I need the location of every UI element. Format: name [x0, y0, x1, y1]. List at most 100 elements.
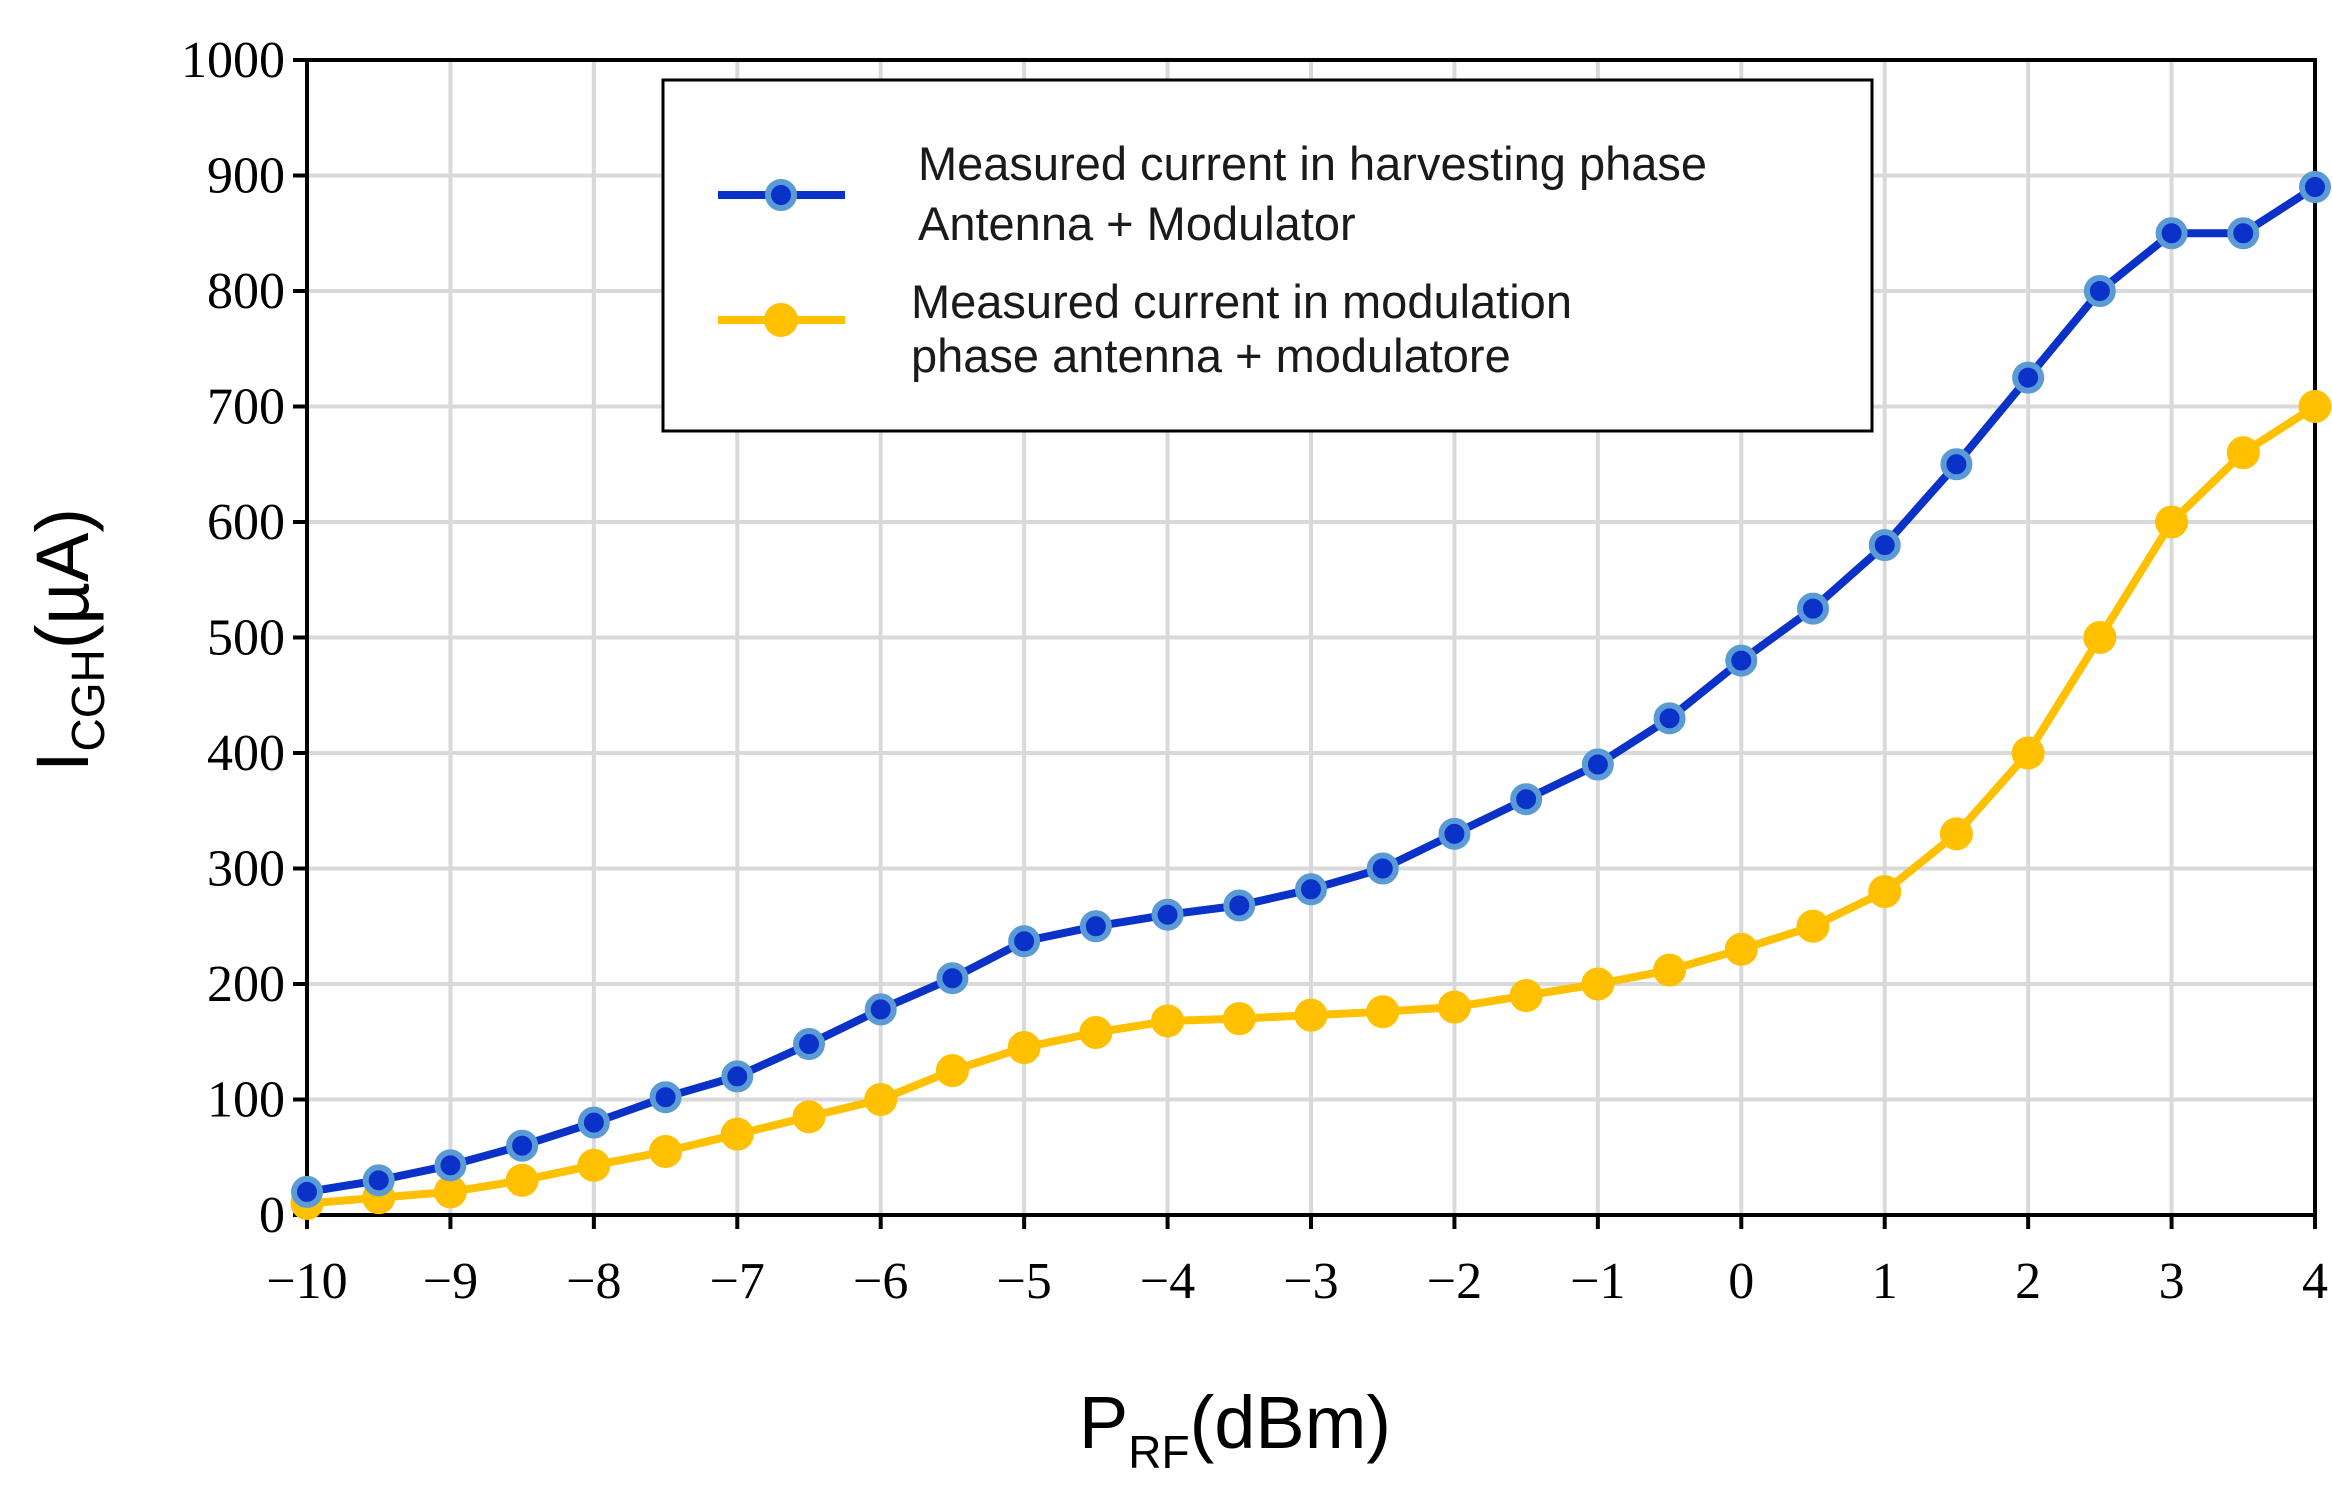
data-point-modulation — [1653, 953, 1687, 987]
data-point-harvesting — [793, 1028, 825, 1061]
x-axis-title-unit: (dBm) — [1190, 1381, 1391, 1464]
legend-label-modulation-line1: Measured current in modulation — [911, 275, 1572, 328]
legend-swatch-modulation-marker — [764, 303, 798, 337]
y-axis-title-main: I — [21, 751, 104, 772]
data-point-harvesting — [1438, 817, 1471, 850]
data-point-modulation — [935, 1054, 969, 1088]
data-point-modulation — [433, 1175, 467, 1209]
data-point-modulation — [2226, 436, 2260, 470]
x-tick-label: −8 — [566, 1253, 621, 1310]
data-point-harvesting — [1295, 873, 1327, 906]
data-point-harvesting — [577, 1106, 610, 1139]
data-point-modulation — [792, 1100, 826, 1134]
y-tick-label: 800 — [207, 263, 285, 320]
data-point-harvesting — [362, 1164, 395, 1197]
x-tick-label: −2 — [1427, 1253, 1482, 1310]
x-tick-label: −9 — [423, 1253, 478, 1310]
data-point-modulation — [1509, 979, 1543, 1013]
x-axis-title: PRF(dBm) — [1079, 1381, 1391, 1478]
y-tick-label: 100 — [207, 1072, 285, 1129]
x-tick-label: −7 — [710, 1253, 765, 1310]
legend: Measured current in harvesting phase Ant… — [661, 78, 1874, 433]
data-point-harvesting — [1725, 644, 1758, 677]
data-point-harvesting — [721, 1060, 754, 1093]
y-axis-ticks: 0 100 200 300 400 500 600 700 800 900 1000 — [181, 32, 307, 1244]
y-tick-label: 200 — [207, 956, 285, 1013]
data-point-modulation — [1151, 1004, 1185, 1038]
data-point-harvesting — [2083, 275, 2116, 307]
series-group — [290, 171, 2332, 1220]
data-point-harvesting — [1223, 889, 1256, 922]
legend-box — [661, 78, 1874, 433]
data-point-modulation — [2298, 390, 2332, 423]
legend-label-harvesting-line1: Measured current in harvesting phase — [918, 137, 1707, 190]
data-point-modulation — [1007, 1031, 1041, 1065]
x-tick-label: −1 — [1570, 1253, 1625, 1310]
y-axis-title-unit: (µA) — [21, 508, 104, 649]
x-tick-label: −4 — [1140, 1253, 1195, 1310]
data-point-harvesting — [1940, 448, 1973, 481]
data-point-modulation — [1868, 875, 1902, 909]
data-point-harvesting — [649, 1081, 682, 1114]
data-point-modulation — [1724, 932, 1758, 966]
x-tick-label: 0 — [1728, 1253, 1754, 1310]
x-tick-label: −6 — [853, 1253, 908, 1310]
legend-swatch-harvesting-marker — [765, 179, 797, 211]
data-point-modulation — [1366, 995, 1400, 1029]
data-point-harvesting — [1008, 925, 1041, 958]
data-point-harvesting — [1653, 702, 1686, 735]
y-tick-label: 0 — [259, 1187, 285, 1244]
series-harvesting — [291, 171, 2331, 1208]
y-tick-label: 500 — [207, 610, 285, 667]
legend-label-harvesting-line2: Antenna + Modulator — [918, 197, 1356, 250]
y-tick-label: 900 — [207, 148, 285, 205]
data-point-modulation — [2011, 736, 2045, 770]
data-point-modulation — [1939, 817, 1973, 851]
data-point-modulation — [505, 1163, 539, 1197]
data-point-modulation — [864, 1083, 898, 1116]
data-point-harvesting — [936, 962, 969, 995]
data-point-harvesting — [506, 1129, 539, 1162]
x-tick-label: 2 — [2015, 1253, 2041, 1310]
y-tick-label: 400 — [207, 725, 285, 782]
data-point-modulation — [1796, 909, 1830, 943]
legend-label-modulation-line2: phase antenna + modulatore — [911, 329, 1511, 382]
series-modulation — [290, 390, 2332, 1220]
data-point-modulation — [649, 1134, 683, 1168]
data-point-harvesting — [1366, 852, 1399, 885]
data-point-harvesting — [2012, 361, 2045, 394]
x-axis-ticks: −10 −9 −8 −7 −6 −5 −4 −3 −2 −1 0 1 2 3 4 — [266, 1215, 2328, 1310]
data-point-harvesting — [291, 1175, 323, 1208]
y-tick-label: 300 — [207, 841, 285, 898]
data-point-harvesting — [2155, 217, 2188, 250]
x-tick-label: −5 — [996, 1253, 1051, 1310]
data-point-modulation — [1222, 1002, 1256, 1036]
data-point-modulation — [1079, 1016, 1113, 1050]
y-tick-label: 700 — [207, 379, 285, 436]
y-axis-title: ICGH(µA) — [21, 508, 114, 772]
data-point-harvesting — [434, 1149, 467, 1182]
data-point-harvesting — [1079, 910, 1112, 943]
data-point-modulation — [720, 1117, 754, 1151]
data-point-harvesting — [1581, 748, 1614, 781]
y-tick-label: 600 — [207, 494, 285, 551]
data-point-modulation — [2083, 621, 2117, 654]
data-point-harvesting — [2299, 171, 2331, 204]
data-point-modulation — [1581, 967, 1615, 1001]
x-tick-label: 4 — [2302, 1253, 2328, 1310]
x-tick-label: −3 — [1283, 1253, 1338, 1310]
data-point-harvesting — [864, 993, 897, 1026]
x-tick-label: −10 — [266, 1253, 347, 1310]
data-point-harvesting — [2227, 217, 2260, 250]
x-tick-label: 3 — [2159, 1253, 2185, 1310]
x-tick-label: 1 — [1872, 1253, 1898, 1310]
x-axis-title-sub: RF — [1128, 1426, 1189, 1478]
data-point-modulation — [1437, 990, 1471, 1024]
x-axis-title-main: P — [1079, 1381, 1128, 1464]
data-point-modulation — [1294, 998, 1328, 1032]
data-point-harvesting — [1868, 529, 1901, 562]
data-point-harvesting — [1151, 898, 1184, 931]
data-point-modulation — [2155, 505, 2189, 539]
y-tick-label: 1000 — [181, 32, 285, 89]
